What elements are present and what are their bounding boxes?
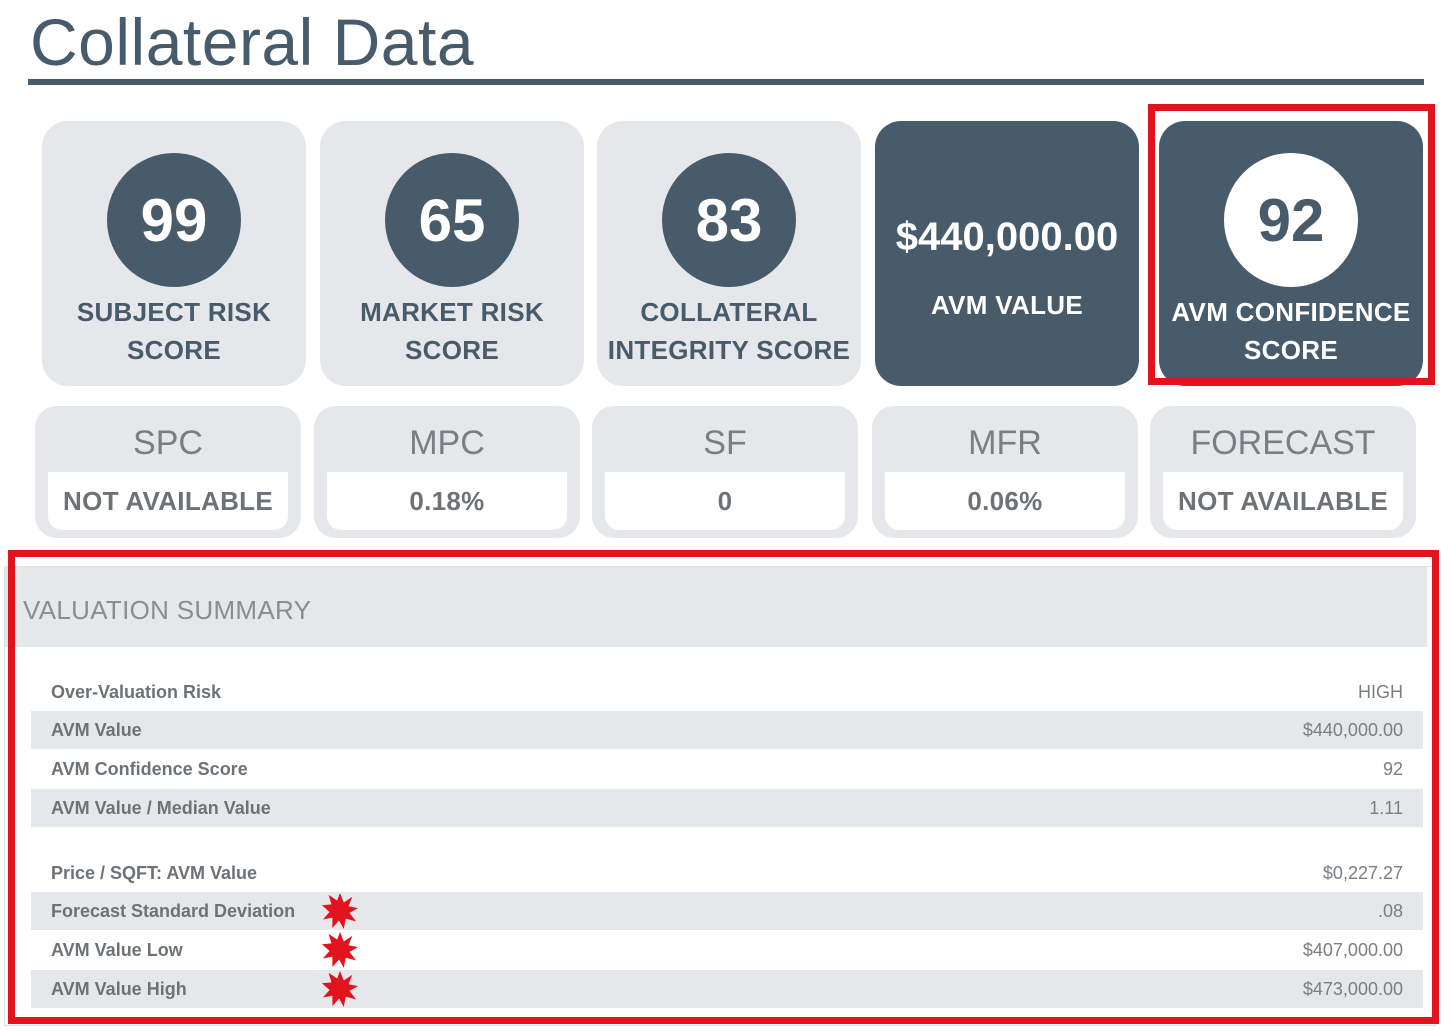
- metric-forecast-value: NOT AVAILABLE: [1163, 472, 1403, 530]
- red-starburst-icon: [321, 970, 359, 1008]
- metric-forecast-name: FORECAST: [1190, 424, 1376, 462]
- row-value: 92: [1382, 758, 1403, 779]
- row-value: 1.11: [1369, 797, 1403, 818]
- red-starburst-icon: [321, 892, 359, 930]
- row-value: .08: [1377, 900, 1403, 921]
- metric-forecast: FORECAST NOT AVAILABLE: [1150, 406, 1416, 538]
- table-row: Price / SQFT: AVM Value $0,227.27: [31, 854, 1423, 892]
- collateral-integrity-score-label: COLLATERAL INTEGRITY SCORE: [607, 297, 851, 365]
- metric-spc-name: SPC: [133, 424, 203, 462]
- row-value: $473,000.00: [1302, 978, 1403, 999]
- metric-mpc-name: MPC: [409, 424, 485, 462]
- row-value: $407,000.00: [1302, 939, 1403, 960]
- row-label: AVM Value Low: [51, 939, 183, 960]
- market-risk-score-label: MARKET RISK SCORE: [360, 297, 544, 365]
- metric-sf-name: SF: [703, 424, 747, 462]
- row-value: $440,000.00: [1302, 719, 1403, 740]
- subject-risk-score-card[interactable]: 99 SUBJECT RISK SCORE: [42, 121, 306, 386]
- avm-confidence-score-card[interactable]: 92 AVM CONFIDENCE SCORE: [1159, 121, 1423, 386]
- metric-spc: SPC NOT AVAILABLE: [35, 406, 301, 538]
- market-risk-score-value: 65: [385, 153, 519, 287]
- metric-mpc: MPC 0.18%: [314, 406, 580, 538]
- row-value: $0,227.27: [1322, 862, 1403, 883]
- metric-mfr-name: MFR: [968, 424, 1042, 462]
- avm-value-amount: $440,000.00: [895, 215, 1119, 259]
- table-row: Over-Valuation Risk HIGH: [31, 673, 1423, 711]
- table-row: AVM Value High $473,000.00: [31, 970, 1423, 1008]
- row-label: AVM Confidence Score: [51, 758, 248, 779]
- metric-mfr: MFR 0.06%: [872, 406, 1138, 538]
- market-risk-score-card[interactable]: 65 MARKET RISK SCORE: [320, 121, 584, 386]
- table-row: Forecast Standard Deviation .08: [31, 892, 1423, 930]
- metric-spc-value: NOT AVAILABLE: [48, 472, 288, 530]
- avm-confidence-score-value: 92: [1224, 153, 1358, 287]
- row-label: AVM Value: [51, 719, 142, 740]
- red-starburst-icon: [321, 931, 359, 969]
- table-row: AVM Value $440,000.00: [31, 711, 1423, 749]
- row-label: AVM Value / Median Value: [51, 797, 271, 818]
- subject-risk-score-value: 99: [107, 153, 241, 287]
- metric-mpc-value: 0.18%: [327, 472, 567, 530]
- collateral-integrity-score-value: 83: [662, 153, 796, 287]
- table-row: AVM Confidence Score 92: [31, 750, 1423, 788]
- table-row: AVM Value Low $407,000.00: [31, 931, 1423, 969]
- valuation-summary-panel: VALUATION SUMMARY Over-Valuation Risk HI…: [4, 566, 1436, 1026]
- avm-value-card[interactable]: $440,000.00 AVM VALUE: [875, 121, 1139, 386]
- subject-risk-score-label: SUBJECT RISK SCORE: [76, 297, 272, 365]
- row-label: Over-Valuation Risk: [51, 681, 222, 702]
- row-label: AVM Value High: [51, 978, 187, 999]
- metric-sf: SF 0: [592, 406, 858, 538]
- avm-confidence-score-label: AVM CONFIDENCE SCORE: [1171, 297, 1411, 365]
- row-label: Forecast Standard Deviation: [51, 900, 296, 921]
- table-row: AVM Value / Median Value 1.11: [31, 789, 1423, 827]
- row-label: Price / SQFT: AVM Value: [51, 862, 258, 883]
- row-value: HIGH: [1358, 681, 1403, 702]
- valuation-summary-title: VALUATION SUMMARY: [23, 594, 312, 625]
- avm-value-label: AVM VALUE: [931, 290, 1083, 320]
- collateral-integrity-score-card[interactable]: 83 COLLATERAL INTEGRITY SCORE: [597, 121, 861, 386]
- metric-sf-value: 0: [605, 472, 845, 530]
- metric-mfr-value: 0.06%: [885, 472, 1125, 530]
- valuation-summary-header: VALUATION SUMMARY: [5, 567, 1427, 647]
- title-divider: [28, 79, 1424, 85]
- page-title: Collateral Data: [30, 5, 475, 79]
